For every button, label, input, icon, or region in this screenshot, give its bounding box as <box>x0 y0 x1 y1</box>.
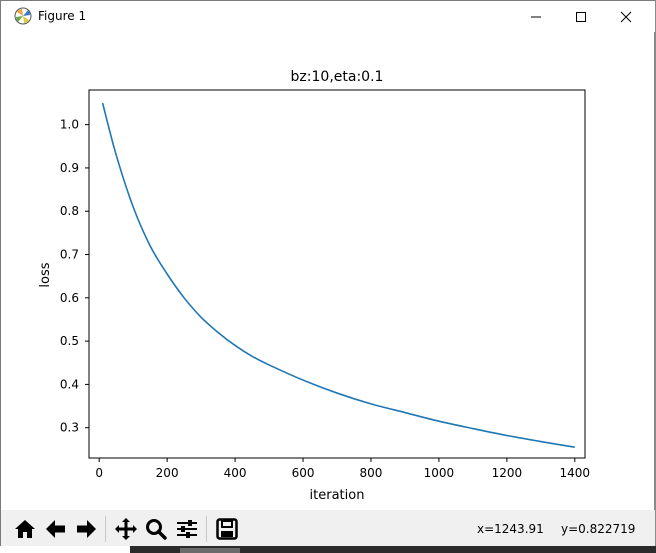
close-icon <box>620 11 632 22</box>
home-button[interactable] <box>11 515 39 543</box>
taskbar-background <box>130 546 656 553</box>
y-tick-label: 0.5 <box>60 334 79 348</box>
home-icon <box>15 520 35 538</box>
loss-chart[interactable]: bz:10,eta:0.1 0 200 400 600 800 1000 1200 1400 0… <box>1 32 655 510</box>
x-tick-label: 800 <box>360 466 383 480</box>
x-tick-label: 0 <box>95 466 103 480</box>
close-button[interactable] <box>603 1 649 32</box>
pan-button[interactable] <box>112 515 140 543</box>
y-tick-label: 0.8 <box>60 204 79 218</box>
minimize-icon <box>531 16 541 17</box>
maximize-icon <box>576 11 586 22</box>
zoom-icon <box>146 519 167 540</box>
back-arrow-icon <box>46 520 65 538</box>
figure-canvas[interactable]: bz:10,eta:0.1 0 200 400 600 800 1000 1200 1400 0… <box>1 32 655 510</box>
y-tick-label: 0.3 <box>60 421 79 435</box>
pan-icon <box>115 518 137 540</box>
maximize-button[interactable] <box>558 1 604 32</box>
forward-button[interactable] <box>72 515 100 543</box>
matplotlib-app-icon <box>14 7 32 25</box>
y-tick-label: 0.7 <box>60 248 79 262</box>
y-tick-label: 1.0 <box>60 118 79 132</box>
window-title: Figure 1 <box>38 9 87 23</box>
y-tick-label: 0.4 <box>60 377 79 391</box>
navigation-toolbar: x=1243.91 y=0.822719 <box>1 510 655 547</box>
taskbar-strip <box>0 546 656 553</box>
x-tick-label: 200 <box>156 466 179 480</box>
forward-arrow-icon <box>77 520 96 538</box>
minimize-button[interactable] <box>513 1 559 32</box>
chart-title: bz:10,eta:0.1 <box>291 69 384 85</box>
y-tick-label: 0.9 <box>60 161 79 175</box>
y-axis-label: loss <box>38 262 53 287</box>
plot-frame <box>88 89 586 459</box>
cursor-y-readout: y=0.822719 <box>561 522 636 536</box>
zoom-button[interactable] <box>142 515 170 543</box>
y-tick-label: 0.6 <box>60 291 79 305</box>
x-axis-label: iteration <box>310 488 365 503</box>
x-tick-label: 400 <box>224 466 247 480</box>
cursor-x-readout: x=1243.91 <box>477 522 544 536</box>
toolbar-separator <box>206 516 207 542</box>
toolbar-separator <box>105 516 106 542</box>
x-tick-label: 1000 <box>424 466 455 480</box>
save-icon <box>216 518 238 540</box>
x-tick-label: 600 <box>292 466 315 480</box>
save-button[interactable] <box>213 515 241 543</box>
x-tick-label: 1200 <box>492 466 523 480</box>
subplots-icon <box>177 520 197 538</box>
title-bar[interactable]: Figure 1 <box>1 1 655 32</box>
subplots-button[interactable] <box>173 515 201 543</box>
taskbar-item <box>180 548 240 553</box>
loss-series-line <box>101 102 575 448</box>
back-button[interactable] <box>42 515 70 543</box>
x-tick-label: 1400 <box>560 466 591 480</box>
